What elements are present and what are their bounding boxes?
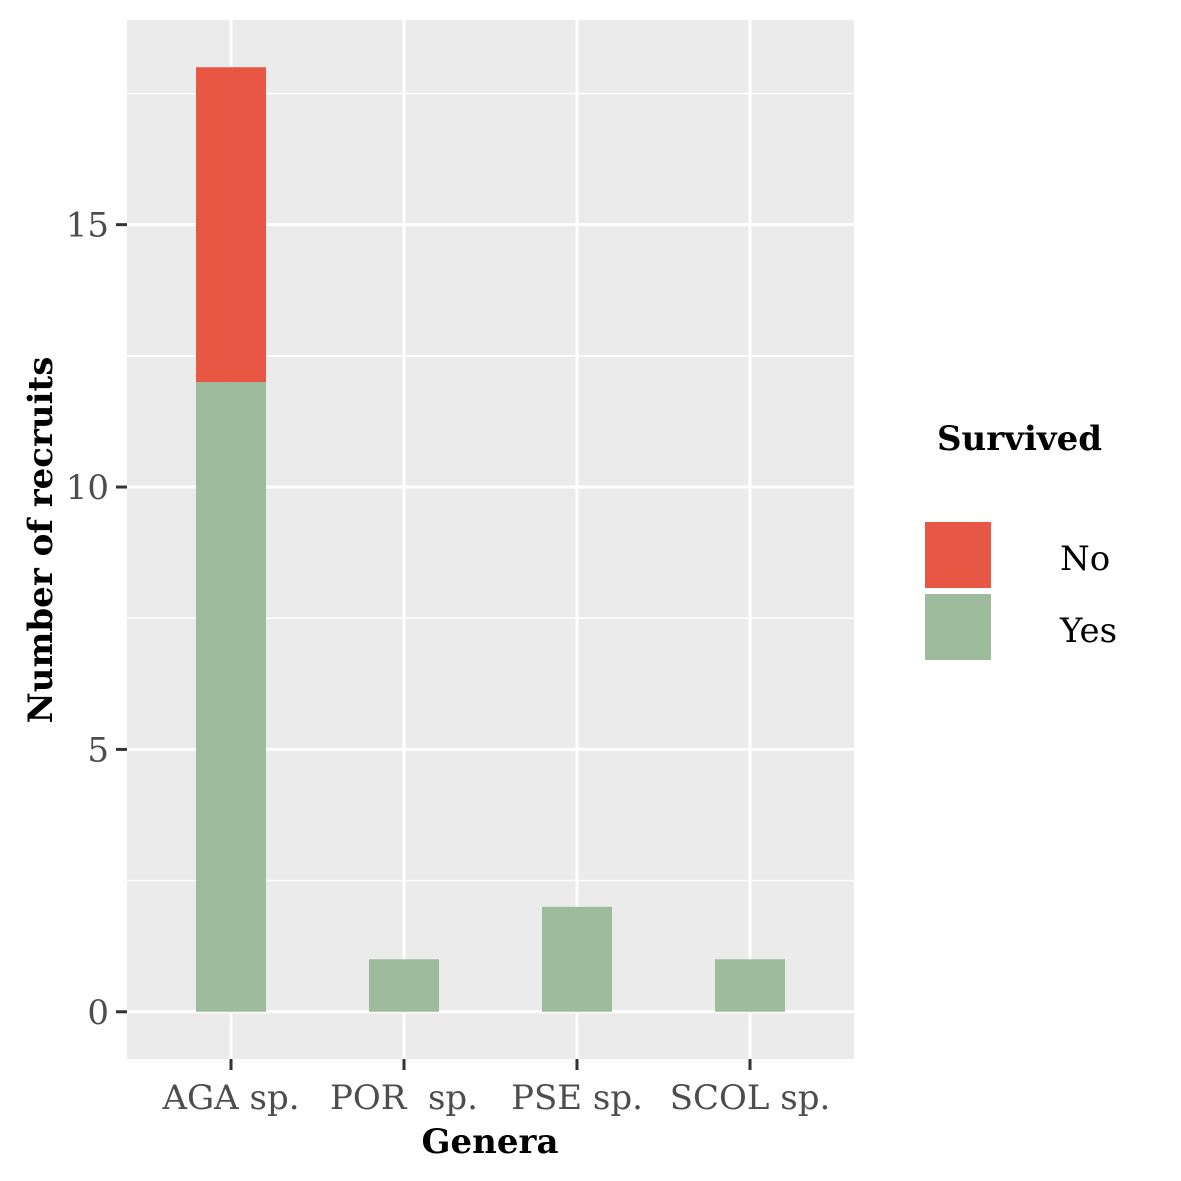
bar-yes-3: [715, 959, 785, 1012]
legend-key-no: [925, 522, 991, 588]
legend-label-yes: Yes: [1059, 611, 1117, 651]
x-axis: AGA sp. POR sp. PSE sp. SCOL sp.: [161, 1059, 830, 1118]
legend-title: Survived: [937, 419, 1102, 459]
y-tick-label-3: 15: [66, 206, 109, 246]
y-tick-label-1: 5: [87, 730, 109, 770]
y-axis: 0 5 10 15: [66, 206, 127, 1033]
legend-key-yes: [925, 594, 991, 660]
y-tick-label-2: 10: [66, 468, 109, 508]
x-tick-label-1: POR sp.: [330, 1078, 478, 1118]
y-axis-title: Number of recruits: [21, 357, 61, 724]
x-tick-label-2: PSE sp.: [511, 1078, 643, 1118]
bar-yes-2: [542, 906, 612, 1012]
x-axis-title: Genera: [422, 1122, 559, 1162]
x-tick-label-3: SCOL sp.: [670, 1078, 831, 1118]
legend-label-no: No: [1060, 539, 1110, 579]
x-tick-label-0: AGA sp.: [161, 1078, 299, 1118]
y-tick-label-0: 0: [87, 993, 109, 1033]
bar-no-0: [196, 67, 266, 383]
bars: [196, 67, 785, 1012]
bar-yes-1: [369, 959, 439, 1012]
bar-yes-0: [196, 382, 266, 1012]
legend: Survived No Yes: [925, 419, 1117, 660]
